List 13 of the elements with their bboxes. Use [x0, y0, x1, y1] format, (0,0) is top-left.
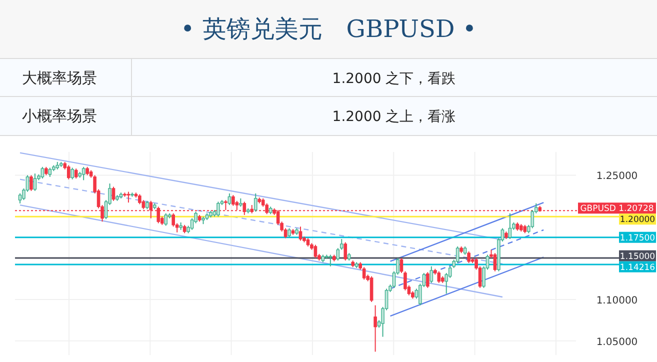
ytick: 1.05000	[596, 336, 638, 348]
title: • 英镑兑美元 GBPUSD •	[180, 15, 476, 43]
ref-label: GBPUSD 1.20728	[580, 204, 654, 214]
table-cell: 1.2000 之下，看跌	[332, 71, 456, 87]
ytick: 1.25000	[596, 171, 638, 182]
ref-label: 1.15000	[620, 252, 656, 262]
table-cell: 1.2000 之上，看涨	[332, 109, 456, 125]
table-cell: 小概率场景	[22, 107, 97, 125]
ytick: 1.10000	[596, 295, 638, 306]
ref-label: 1.20000	[620, 215, 656, 226]
table-cell: 大概率场景	[22, 69, 97, 87]
ref-label: 1.14216	[620, 262, 656, 273]
ref-label: 1.17500	[620, 233, 656, 244]
